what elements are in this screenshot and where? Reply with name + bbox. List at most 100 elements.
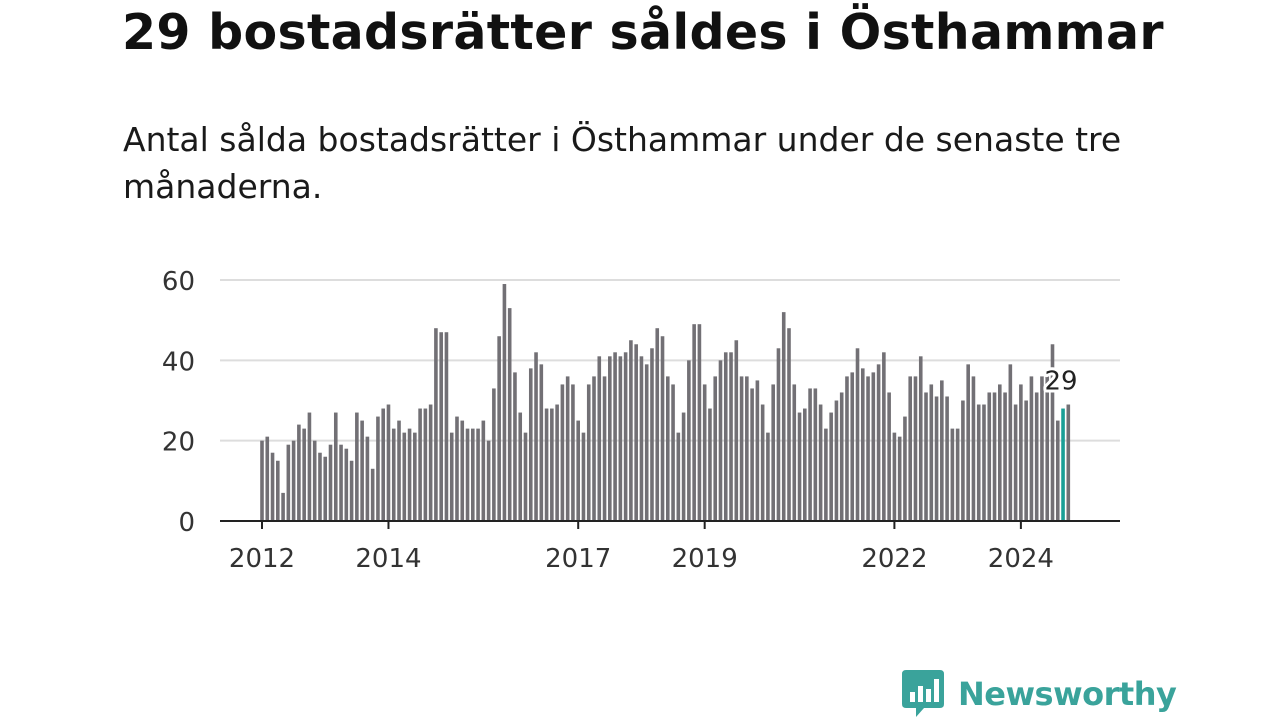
bar (829, 412, 833, 521)
bar (1003, 392, 1007, 521)
bar (555, 404, 559, 521)
bar (539, 364, 544, 521)
bar (328, 444, 333, 521)
bar (428, 404, 433, 521)
bar (339, 444, 343, 521)
bar (882, 352, 886, 521)
bar (971, 376, 976, 521)
bar (1008, 364, 1013, 521)
bar (581, 432, 586, 521)
bar (507, 308, 512, 521)
bar (845, 376, 849, 521)
bar (839, 392, 844, 521)
bar (818, 404, 823, 521)
bar (1045, 376, 1050, 521)
bar (486, 440, 491, 521)
newsworthy-chart-bubble-icon (902, 670, 944, 717)
bar (434, 328, 438, 521)
bar (639, 356, 644, 521)
bar (866, 376, 870, 521)
bar (449, 432, 454, 521)
bar (961, 400, 965, 521)
bar (702, 384, 707, 521)
bar (365, 436, 370, 521)
bar (613, 352, 617, 521)
bar (513, 372, 517, 521)
bar (734, 340, 739, 521)
bar (571, 384, 575, 521)
bar (344, 448, 349, 521)
bar (766, 432, 770, 521)
bar (713, 376, 718, 521)
bar (265, 436, 270, 521)
bar (708, 408, 712, 521)
bar (660, 336, 665, 521)
bar (460, 420, 465, 521)
bar (502, 284, 507, 521)
bar (718, 360, 723, 521)
bar (297, 424, 301, 521)
bar (950, 428, 955, 521)
bar (586, 384, 591, 521)
bar (792, 384, 797, 521)
bar (665, 376, 670, 521)
bar (897, 436, 902, 521)
x-tick-label: 2012 (229, 544, 295, 574)
bar (312, 440, 317, 521)
bar (560, 384, 565, 521)
bar (439, 332, 443, 521)
bar (528, 368, 533, 521)
bar (787, 328, 791, 521)
bar (1050, 344, 1055, 521)
bar (286, 444, 291, 521)
bar (992, 392, 997, 521)
axes (220, 520, 1120, 529)
bars (260, 284, 1071, 521)
bar-highlight (1061, 408, 1065, 521)
bar (634, 344, 638, 521)
bar (1040, 376, 1044, 521)
bar (391, 428, 396, 521)
bar (455, 416, 459, 521)
bar (523, 432, 528, 521)
bar (729, 352, 733, 521)
bar (1013, 404, 1018, 521)
x-tick-label: 2019 (672, 544, 738, 574)
y-tick-label: 0 (178, 508, 195, 538)
bar (623, 352, 628, 521)
bar (465, 428, 470, 521)
bar (291, 440, 296, 521)
bar (655, 328, 660, 521)
bar (518, 412, 523, 521)
bar (871, 372, 876, 521)
bar (892, 432, 897, 521)
bar (471, 428, 475, 521)
bar (813, 388, 818, 521)
bar (676, 432, 681, 521)
bar (913, 376, 918, 521)
bar (381, 408, 386, 521)
bar (376, 416, 380, 521)
bar (481, 420, 486, 521)
brand-name: Newsworthy (958, 675, 1177, 713)
bar (333, 412, 338, 521)
bar (1024, 400, 1028, 521)
bar (597, 356, 602, 521)
bar (281, 492, 285, 521)
bar (824, 428, 828, 521)
bar (982, 404, 986, 521)
bar (423, 408, 428, 521)
bar (386, 404, 391, 521)
y-tick-label: 20 (162, 428, 195, 458)
bar (976, 404, 981, 521)
bar (855, 348, 860, 521)
bar (355, 412, 359, 521)
bar (307, 412, 312, 521)
bar (876, 364, 881, 521)
bar (750, 388, 754, 521)
bar (629, 340, 633, 521)
bar (929, 384, 934, 521)
bar (276, 460, 280, 521)
bar (360, 420, 364, 521)
bar (608, 356, 612, 521)
